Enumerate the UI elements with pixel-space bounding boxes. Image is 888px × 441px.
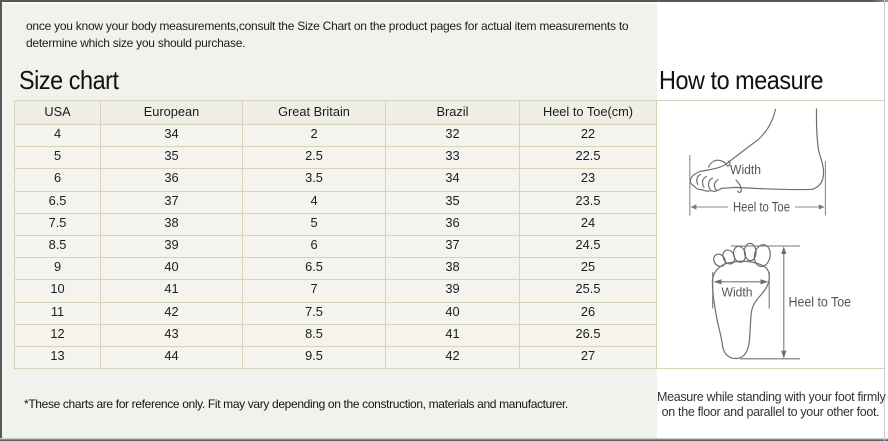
svg-text:Heel to Toe: Heel to Toe [789, 295, 852, 310]
svg-text:Width: Width [722, 285, 753, 300]
svg-text:Width: Width [730, 162, 761, 177]
svg-text:Heel to Toe: Heel to Toe [733, 200, 790, 215]
